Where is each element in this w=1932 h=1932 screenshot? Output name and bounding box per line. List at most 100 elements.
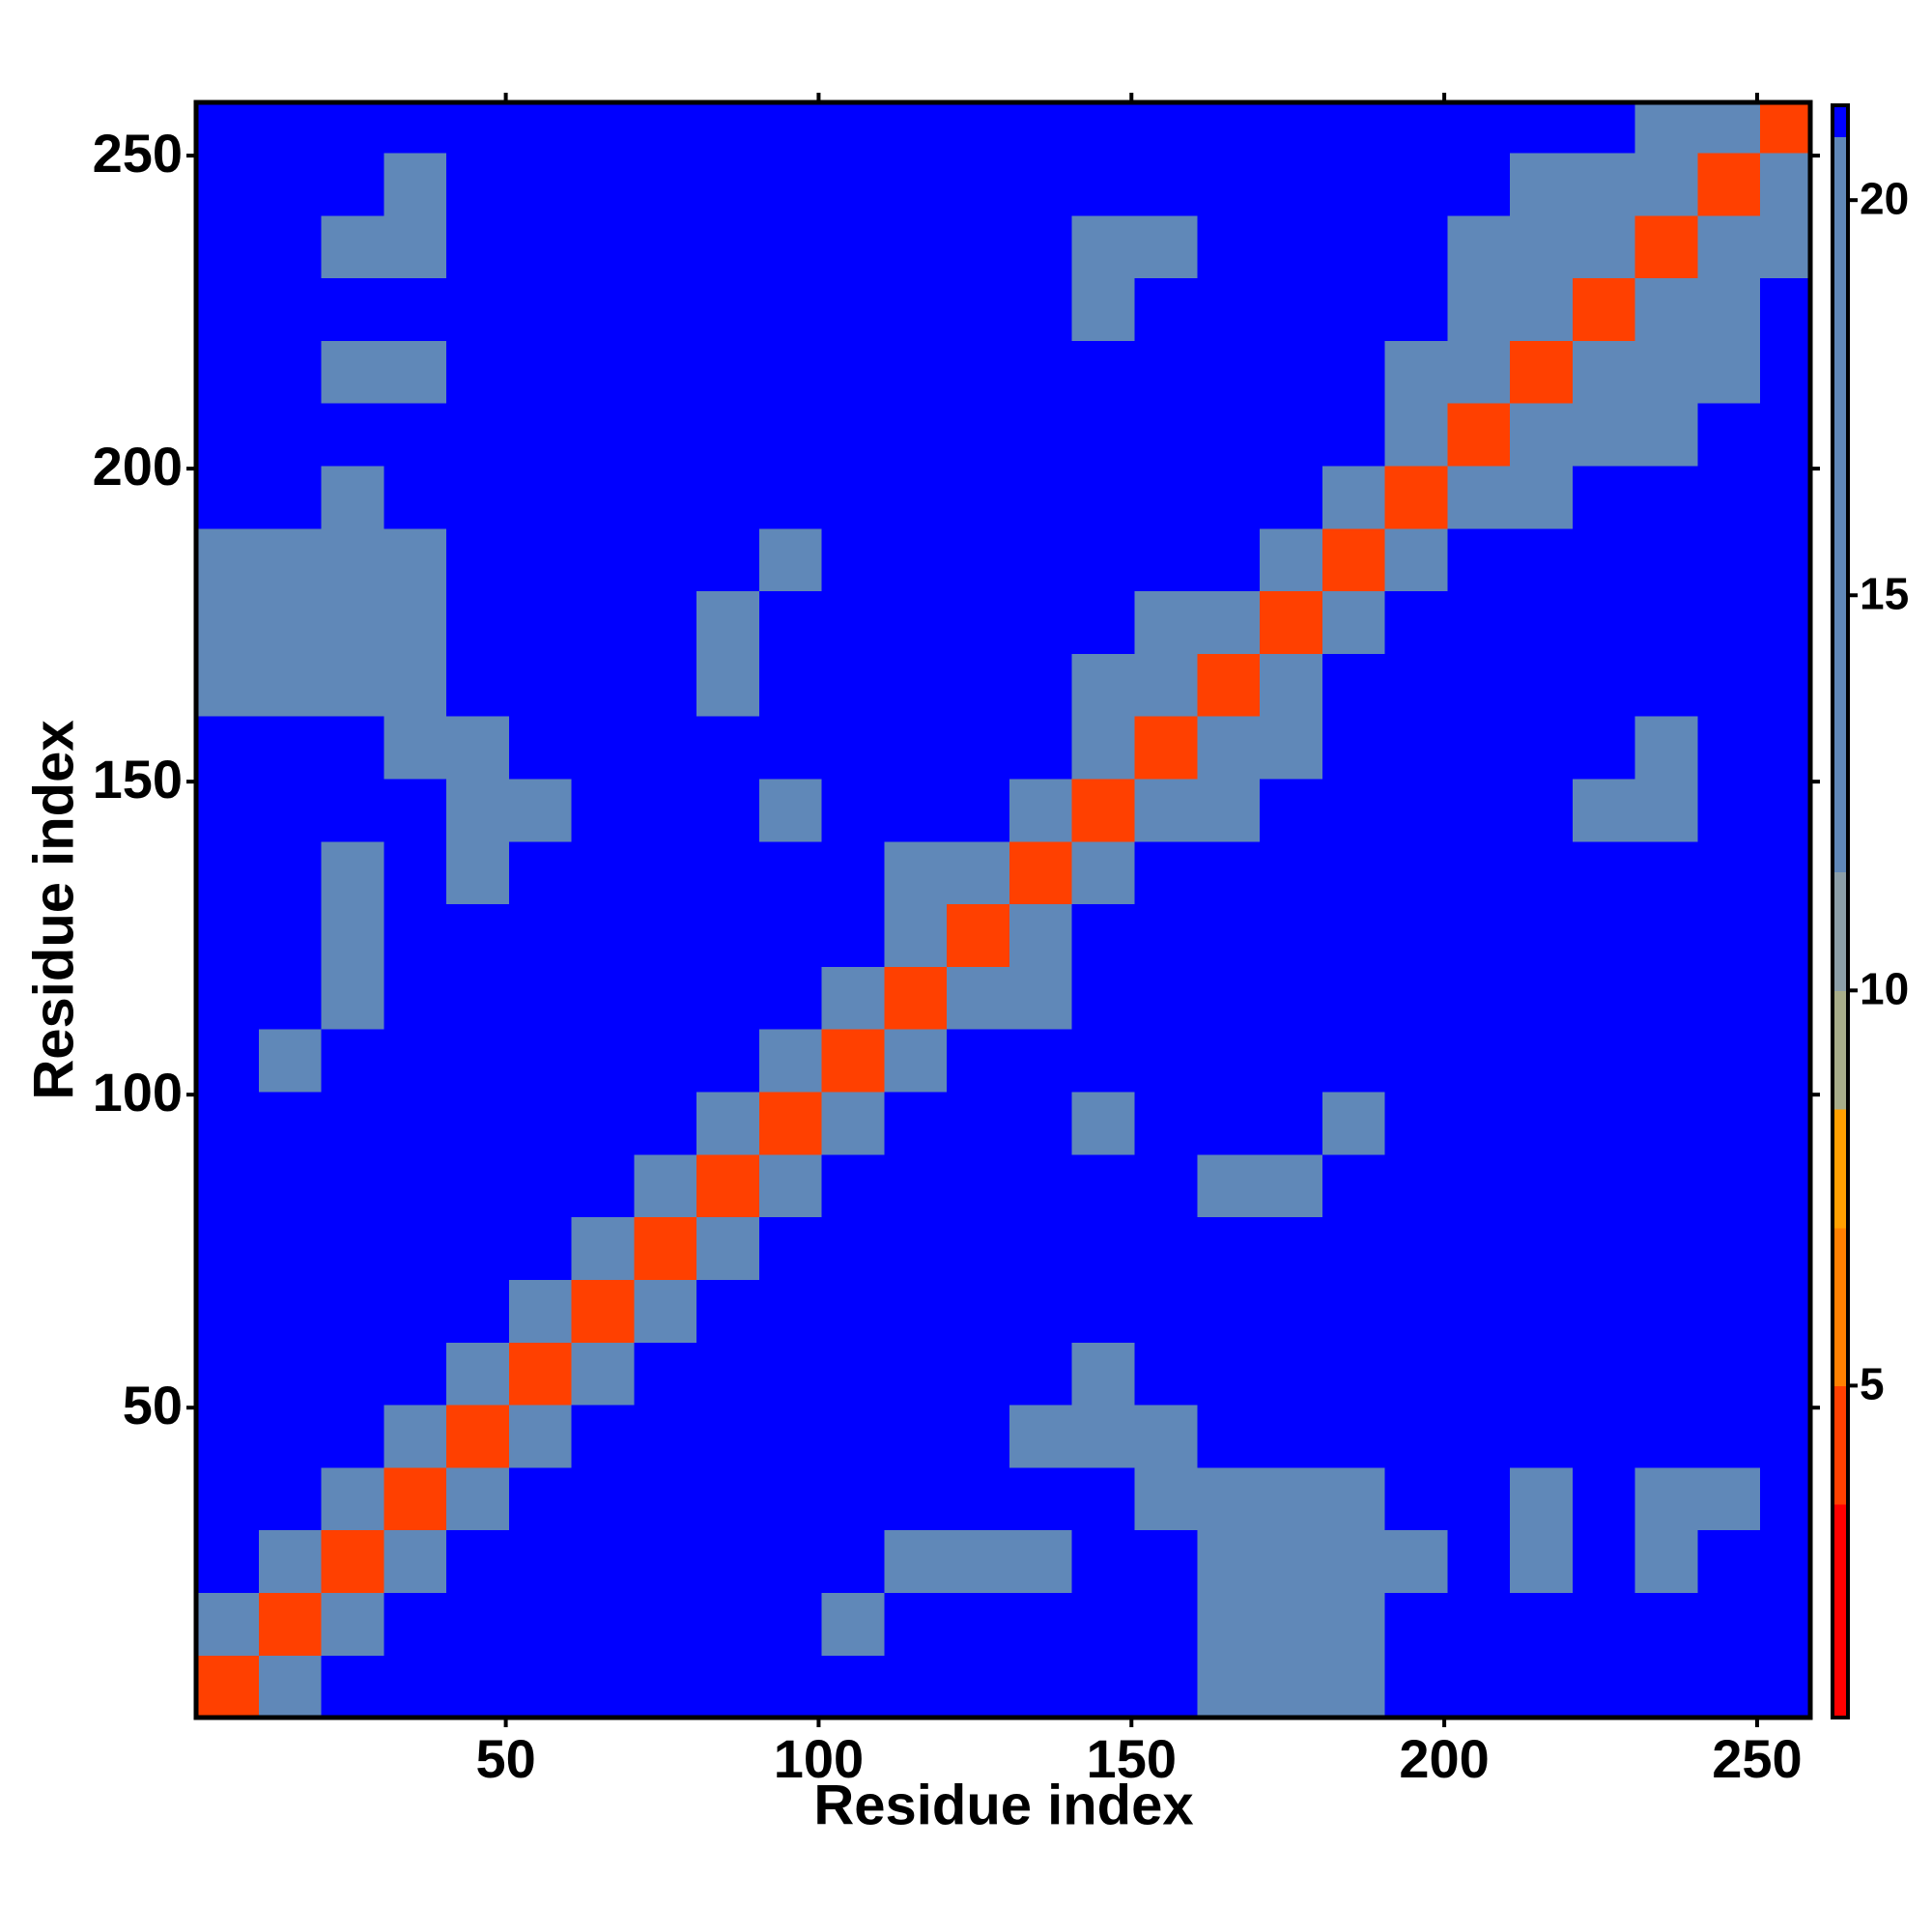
heatmap-cell <box>321 653 384 717</box>
heatmap-cell <box>1447 1466 1511 1531</box>
heatmap-cell <box>446 966 510 1030</box>
heatmap-cell <box>1009 527 1073 592</box>
heatmap-cell <box>446 403 510 467</box>
heatmap-cell <box>758 340 823 404</box>
heatmap-cell <box>1321 1279 1386 1343</box>
heatmap-cell <box>1134 1279 1198 1343</box>
heatmap-cell <box>1697 1029 1761 1093</box>
heatmap-cell <box>508 340 573 404</box>
heatmap-cell <box>1009 1279 1073 1343</box>
heatmap-cell <box>258 527 323 592</box>
heatmap-cell <box>384 102 447 154</box>
heatmap-cell <box>1134 1216 1198 1280</box>
heatmap-cell <box>1384 1216 1448 1280</box>
heatmap-cell <box>571 1655 635 1719</box>
heatmap-cell <box>696 966 760 1030</box>
heatmap-cell <box>1071 1404 1136 1468</box>
heatmap-cell <box>634 1279 697 1343</box>
heatmap-cell <box>1697 653 1761 717</box>
heatmap-cell <box>884 778 948 842</box>
heatmap-cell <box>1572 277 1636 341</box>
heatmap-cell <box>1197 214 1261 279</box>
heatmap-cell <box>696 1342 760 1406</box>
heatmap-cell <box>1260 966 1323 1030</box>
heatmap-cell <box>1134 966 1198 1030</box>
heatmap-cell <box>1447 214 1511 279</box>
heatmap-cell <box>1009 1216 1073 1280</box>
heatmap-cell <box>821 1342 886 1406</box>
heatmap-cell <box>1510 1592 1574 1656</box>
heatmap-cell <box>884 653 948 717</box>
heatmap-cell <box>384 778 447 842</box>
heatmap-cell <box>1572 102 1636 154</box>
heatmap-cell <box>634 152 697 216</box>
heatmap-cell <box>1634 277 1699 341</box>
heatmap-cell <box>696 1153 760 1218</box>
heatmap-cell <box>196 1153 260 1218</box>
heatmap-cell <box>1384 152 1448 216</box>
heatmap-cell <box>758 214 823 279</box>
heatmap-cell <box>196 840 260 905</box>
heatmap-cell <box>1634 1029 1699 1093</box>
heatmap-cell <box>258 1404 323 1468</box>
heatmap-cell <box>947 716 1010 780</box>
heatmap-cell <box>1510 1216 1574 1280</box>
heatmap-cell <box>947 1029 1010 1093</box>
heatmap-cell <box>1634 778 1699 842</box>
heatmap-cell <box>384 1466 447 1531</box>
heatmap-cell <box>1572 1655 1636 1719</box>
heatmap-cell <box>1760 1529 1811 1593</box>
heatmap-cell <box>947 1655 1010 1719</box>
heatmap-cell <box>696 778 760 842</box>
heatmap-cell <box>1447 1091 1511 1155</box>
heatmap-cell <box>1634 465 1699 529</box>
heatmap-cell <box>884 1153 948 1218</box>
heatmap-cell <box>1197 1091 1261 1155</box>
heatmap-cell <box>1009 1466 1073 1531</box>
heatmap-cell <box>947 1153 1010 1218</box>
heatmap-cell <box>1260 716 1323 780</box>
heatmap-cell <box>1572 1279 1636 1343</box>
heatmap-cell <box>1510 1091 1574 1155</box>
heatmap-cell <box>634 778 697 842</box>
heatmap-cell <box>1009 465 1073 529</box>
heatmap-cell <box>321 1529 384 1593</box>
heatmap-cell <box>446 152 510 216</box>
heatmap-cell <box>884 1529 948 1593</box>
heatmap-cell <box>508 1404 573 1468</box>
heatmap-cell <box>321 1216 384 1280</box>
heatmap-cell <box>384 465 447 529</box>
heatmap-cell <box>884 340 948 404</box>
heatmap-cell <box>1572 1466 1636 1531</box>
heatmap-cell <box>384 403 447 467</box>
heatmap-cell <box>258 1216 323 1280</box>
heatmap-cell <box>758 1466 823 1531</box>
heatmap-cell <box>1197 277 1261 341</box>
colorbar-tick-label: 5 <box>1860 1359 1885 1409</box>
heatmap-cell <box>1447 590 1511 654</box>
heatmap-cell <box>1384 102 1448 154</box>
heatmap-cell <box>1697 1404 1761 1468</box>
heatmap-cell <box>758 403 823 467</box>
heatmap-cell <box>1321 277 1386 341</box>
heatmap-cell <box>1447 716 1511 780</box>
heatmap-cell <box>1572 590 1636 654</box>
heatmap-cell <box>1510 778 1574 842</box>
heatmap-cell <box>321 1466 384 1531</box>
heatmap-cell <box>1071 1342 1136 1406</box>
heatmap-cell <box>1634 102 1699 154</box>
heatmap-cell <box>1697 903 1761 967</box>
heatmap-cell <box>196 1404 260 1468</box>
heatmap-cell <box>384 152 447 216</box>
heatmap-cell <box>1321 590 1386 654</box>
heatmap-cell <box>571 1466 635 1531</box>
heatmap-cell <box>1510 840 1574 905</box>
heatmap-cell <box>758 1216 823 1280</box>
heatmap-cell <box>508 1342 573 1406</box>
heatmap-cell <box>1260 340 1323 404</box>
heatmap-cell <box>947 1466 1010 1531</box>
heatmap-cell <box>947 1091 1010 1155</box>
heatmap-cell <box>1447 966 1511 1030</box>
heatmap-cell <box>758 716 823 780</box>
heatmap-cell <box>634 527 697 592</box>
